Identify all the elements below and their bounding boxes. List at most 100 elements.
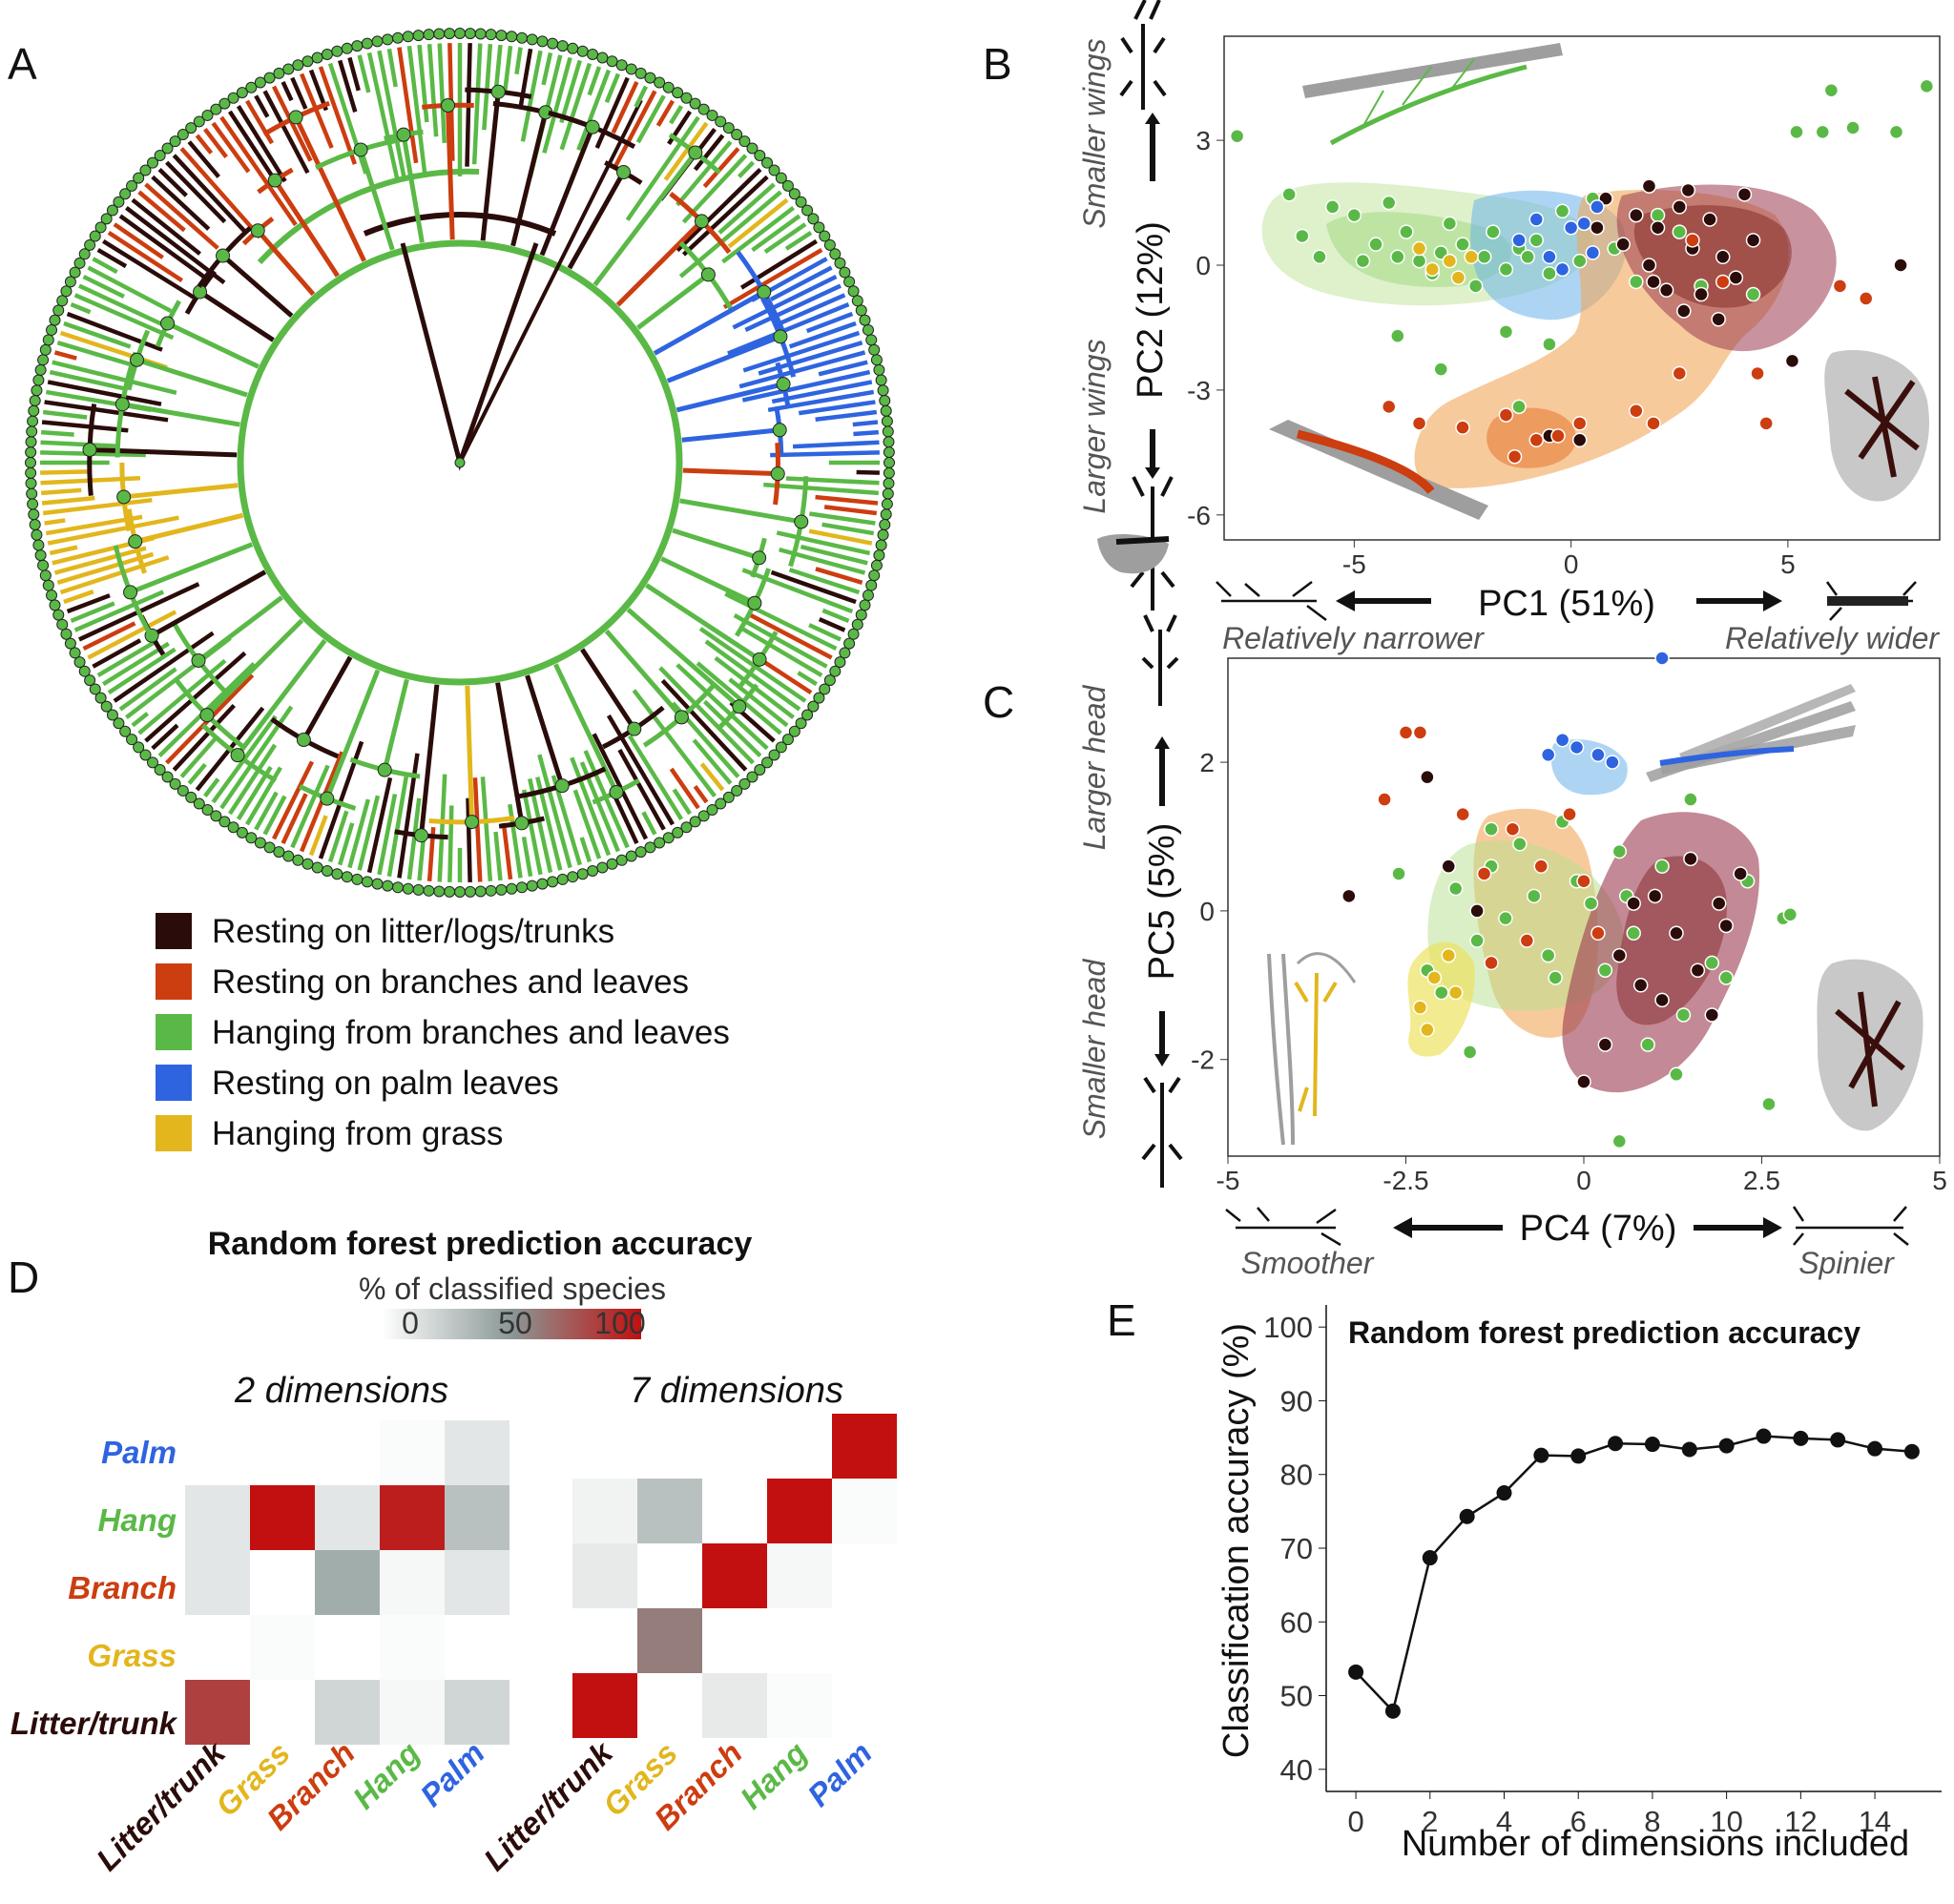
tree-branch: [579, 837, 592, 863]
tree-node: [627, 721, 642, 736]
tree-branch: [40, 440, 116, 448]
tree-tip: [746, 771, 759, 783]
panel-c-point: [1512, 837, 1528, 852]
tree-tip: [245, 832, 258, 844]
tree-tip: [146, 156, 158, 169]
tree-branch: [594, 76, 630, 149]
tree-branch: [580, 648, 636, 731]
tree-branch: [273, 178, 340, 278]
tree-branch: [179, 147, 262, 239]
tree-branch: [660, 678, 748, 772]
tree-tip: [883, 436, 895, 448]
tree-node: [700, 267, 716, 282]
tree-tip: [218, 816, 231, 828]
tree-tip: [42, 334, 54, 346]
tree-branch: [738, 350, 866, 389]
tree-tip: [26, 425, 38, 438]
y-tick-label: 0: [1195, 251, 1211, 280]
panel-c-silhouettes: [1141, 614, 1923, 1247]
tree-branch: [744, 283, 842, 332]
tree-branch: [699, 762, 725, 792]
panel-c-point: [1412, 725, 1428, 740]
tree-branch: [262, 90, 310, 175]
tree-branch: [521, 836, 533, 878]
panel-b-point: [1615, 237, 1631, 252]
tree-tip: [46, 590, 58, 602]
heatmap-cell: [250, 1615, 315, 1680]
panel-b-point: [1229, 128, 1245, 144]
tree-tip: [823, 238, 836, 251]
tree-branch: [129, 542, 254, 595]
tree-branch: [815, 409, 878, 422]
tree-branch: [698, 627, 807, 703]
tree-branch: [542, 56, 572, 154]
panel-d-title: Random forest prediction accuracy: [208, 1226, 753, 1262]
tree-tip: [851, 618, 863, 631]
tree-branch: [44, 518, 66, 526]
tree-tip: [311, 52, 323, 64]
panel-c-point: [1626, 896, 1641, 911]
tree-tip: [84, 238, 96, 251]
tree-branch: [634, 85, 649, 109]
tree-tip: [879, 519, 891, 531]
heatmap-cell: [380, 1485, 445, 1550]
tree-tip: [587, 49, 599, 61]
tree-node: [554, 778, 570, 794]
heatmap-cell: [702, 1414, 767, 1479]
phylogenetic-tree: [25, 28, 895, 898]
legend-label: Resting on litter/logs/trunks: [212, 913, 614, 950]
panel-b-point: [1815, 124, 1831, 140]
tree-branch: [197, 595, 283, 663]
panel-c-point: [1782, 907, 1798, 922]
heatmap-cell: [702, 1673, 767, 1738]
tree-branch: [856, 469, 880, 475]
tree-tip: [361, 876, 373, 888]
panel-c-point: [1611, 947, 1628, 963]
tree-tip: [391, 881, 404, 894]
tree-tip: [28, 508, 40, 521]
accuracy-point: [1718, 1438, 1735, 1454]
tree-branch: [553, 663, 619, 794]
tree-tip: [52, 609, 65, 621]
panel-b-label: B: [983, 39, 1012, 89]
tree-tip: [474, 28, 487, 40]
tree-branch: [493, 44, 503, 93]
tree-branch: [386, 48, 398, 88]
tree-tip: [855, 304, 867, 317]
tree-branch: [518, 48, 533, 110]
panel-b-point: [1520, 249, 1535, 265]
tree-branch: [763, 482, 880, 496]
panel-b-point: [1486, 224, 1501, 239]
tree-branch: [377, 794, 398, 876]
tree-branch: [541, 52, 553, 86]
tree-branch: [113, 631, 215, 703]
tree-branch: [465, 685, 475, 822]
tree-branch: [406, 797, 422, 880]
tree-branch: [539, 126, 595, 257]
heatmap-cell: [315, 1615, 380, 1680]
tree-branch: [576, 69, 612, 151]
heatmap-cell: [315, 1420, 380, 1485]
tree-branch: [635, 94, 666, 144]
tree-tip: [60, 628, 73, 640]
tree-tip: [556, 40, 569, 52]
tree-branch: [41, 420, 129, 433]
tree-tip: [292, 854, 304, 866]
panel-b-point: [1433, 362, 1449, 377]
tree-tip: [738, 777, 751, 790]
y-tick-label: 80: [1280, 1459, 1313, 1492]
panel-c-ylabel: PC5 (5%): [1142, 823, 1182, 981]
tree-tip: [881, 498, 893, 510]
panel-b-bottom-label: Larger wings: [1077, 339, 1112, 513]
panel-c-point: [1647, 888, 1663, 904]
tree-tip: [382, 880, 394, 892]
tree-tip: [706, 109, 718, 121]
panel-c-point: [1761, 1096, 1777, 1112]
panel-b-point: [1888, 124, 1904, 140]
tree-branch: [357, 795, 381, 871]
colorbar-label: % of classified species: [359, 1272, 666, 1306]
tree-tip: [139, 164, 152, 176]
tree-node: [377, 762, 392, 777]
panel-b-point: [1390, 249, 1405, 265]
tree-branch: [800, 544, 868, 566]
